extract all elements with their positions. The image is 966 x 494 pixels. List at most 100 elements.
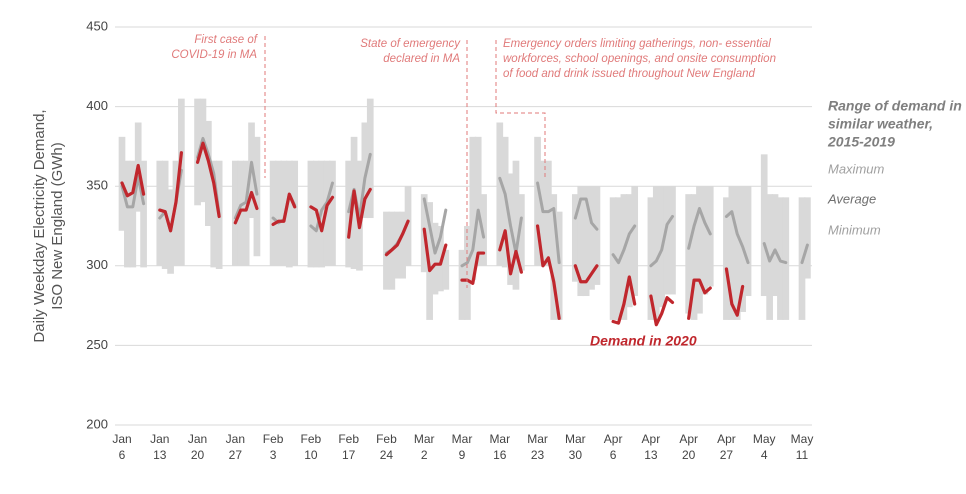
x-tick-label: Apr 27 bbox=[717, 432, 736, 462]
range-bar bbox=[469, 136, 477, 281]
range-bar bbox=[685, 194, 693, 314]
range-bar bbox=[652, 186, 660, 320]
y-tick-label: 300 bbox=[86, 257, 108, 272]
x-tick-label: Feb 24 bbox=[376, 432, 397, 462]
plot-area bbox=[115, 26, 812, 426]
range-bar bbox=[210, 160, 218, 268]
range-bar bbox=[329, 160, 336, 266]
annotation: First case of bbox=[194, 34, 258, 46]
range-bar bbox=[194, 98, 201, 206]
range-bar bbox=[701, 186, 709, 295]
range-bar bbox=[728, 186, 736, 320]
y-tick-label: 450 bbox=[86, 18, 108, 33]
range-bar bbox=[399, 211, 406, 279]
range-bar bbox=[361, 122, 369, 219]
range-bar bbox=[550, 194, 558, 320]
annotation: declared in MA bbox=[383, 53, 460, 65]
x-tick-label: Mar 30 bbox=[565, 432, 586, 462]
x-tick-label: Feb 3 bbox=[263, 432, 284, 462]
range-bar bbox=[518, 194, 525, 271]
y-tick-label: 250 bbox=[86, 337, 108, 352]
annotation: of food and drink issued throughout New … bbox=[503, 68, 755, 80]
y-tick-label: 200 bbox=[86, 416, 108, 431]
legend-title: Range of demand in bbox=[828, 98, 962, 114]
range-bar bbox=[442, 249, 450, 290]
range-bar bbox=[404, 186, 412, 266]
range-bar bbox=[706, 186, 714, 287]
range-bar bbox=[474, 136, 482, 266]
range-bar bbox=[534, 136, 541, 266]
legend-title: 2015-2019 bbox=[827, 134, 895, 150]
range-bar bbox=[156, 160, 164, 266]
y-axis-label: ISO New England (GWh) bbox=[49, 142, 66, 310]
range-bar bbox=[782, 197, 790, 320]
range-bar bbox=[545, 160, 552, 266]
range-bar bbox=[631, 186, 639, 297]
range-bar bbox=[723, 197, 730, 320]
y-tick-label: 400 bbox=[86, 98, 108, 113]
x-tick-label: Mar 23 bbox=[527, 432, 548, 462]
range-bar bbox=[431, 222, 439, 295]
range-bar bbox=[593, 186, 601, 285]
range-bar bbox=[744, 186, 752, 297]
range-bar bbox=[291, 160, 299, 266]
range-bar bbox=[663, 186, 671, 295]
legend-entry: Maximum bbox=[828, 161, 885, 176]
range-bar bbox=[588, 186, 595, 290]
annotation: COVID-19 in MA bbox=[171, 49, 257, 61]
range-bar bbox=[253, 136, 261, 257]
demand-line bbox=[120, 141, 745, 327]
x-tick-label: Jan 6 bbox=[112, 432, 131, 462]
annotation: Emergency orders limiting gatherings, no… bbox=[503, 38, 771, 50]
x-tick-label: Feb 10 bbox=[301, 432, 322, 462]
range-bar bbox=[760, 154, 768, 297]
range-bar bbox=[496, 122, 504, 266]
range-bar bbox=[124, 160, 131, 268]
range-bar bbox=[285, 160, 293, 268]
range-bar bbox=[669, 186, 676, 295]
range-bar bbox=[129, 160, 137, 268]
range-bar bbox=[620, 194, 628, 320]
annotation-line bbox=[495, 40, 546, 178]
annotation: State of emergency bbox=[360, 38, 461, 50]
range-bar bbox=[205, 120, 212, 226]
range-bar bbox=[539, 160, 547, 266]
range-bar bbox=[275, 160, 282, 266]
legend-entry: Average bbox=[827, 191, 876, 206]
range-bar bbox=[512, 160, 520, 290]
range-bar bbox=[345, 160, 353, 268]
range-bar bbox=[323, 160, 331, 266]
y-tick-label: 350 bbox=[86, 178, 108, 193]
x-tick-label: Mar 16 bbox=[489, 432, 510, 462]
range-bar bbox=[771, 194, 779, 297]
range-bar bbox=[242, 160, 250, 266]
x-tick-label: Apr 13 bbox=[642, 432, 661, 462]
annotation: workforces, school openings, and onsite … bbox=[503, 53, 776, 65]
range-bar bbox=[199, 98, 207, 203]
range-bar bbox=[307, 160, 315, 268]
x-tick-label: May 11 bbox=[791, 432, 814, 462]
range-bar bbox=[178, 98, 185, 266]
range-bar bbox=[172, 160, 180, 266]
legend-title: similar weather, bbox=[828, 116, 933, 132]
x-tick-label: May 4 bbox=[753, 432, 776, 462]
series-label: Demand in 2020 bbox=[590, 333, 697, 349]
range-bar bbox=[140, 160, 147, 268]
x-tick-label: Mar 9 bbox=[452, 432, 473, 462]
range-bar bbox=[696, 186, 703, 314]
range-bar bbox=[582, 186, 590, 297]
legend-entry: Minimum bbox=[828, 222, 881, 237]
x-tick-label: Mar 2 bbox=[414, 432, 435, 462]
range-bar bbox=[609, 197, 617, 320]
y-axis-label: Daily Weekday Electricity Demand, bbox=[31, 109, 48, 342]
x-tick-label: Jan 13 bbox=[150, 432, 169, 462]
x-tick-label: Feb 17 bbox=[338, 432, 359, 462]
x-tick-label: Jan 20 bbox=[188, 432, 207, 462]
x-tick-label: Apr 6 bbox=[604, 432, 623, 462]
range-bar bbox=[231, 160, 239, 266]
range-bar bbox=[555, 211, 563, 320]
range-bar bbox=[647, 197, 655, 320]
range-bar bbox=[625, 194, 633, 308]
range-bar bbox=[571, 194, 579, 282]
